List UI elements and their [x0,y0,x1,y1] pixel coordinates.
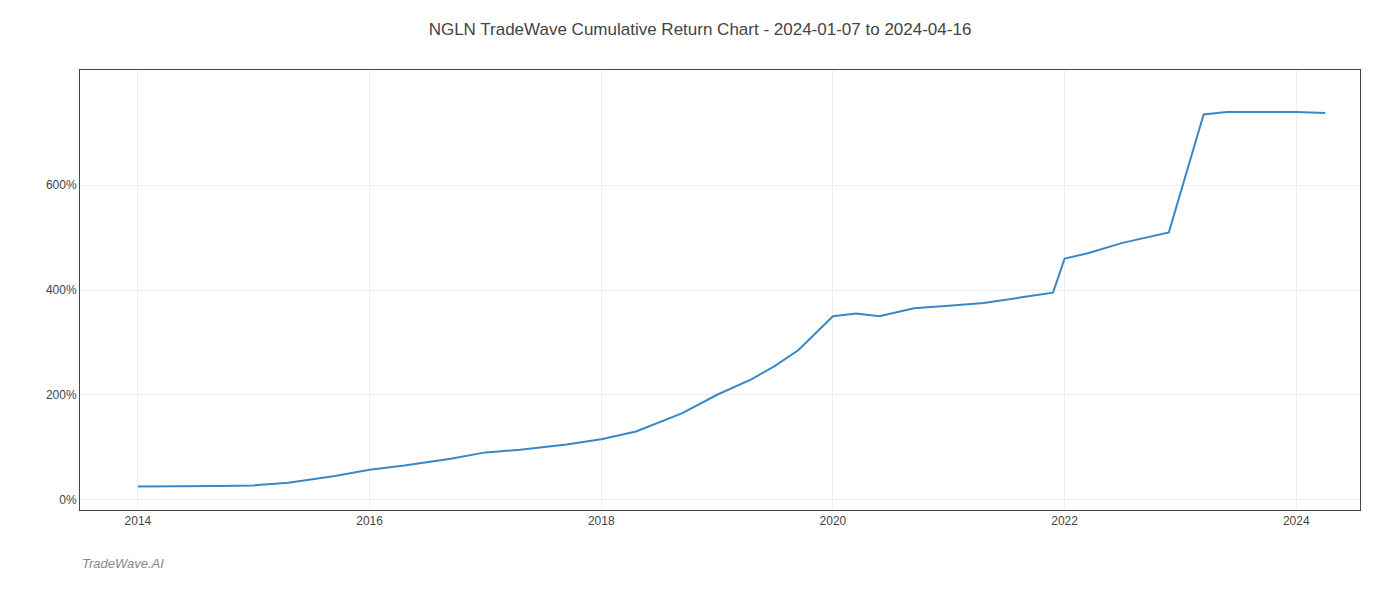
svg-text:TradeWave.AI: TradeWave.AI [82,556,164,571]
svg-text:2016: 2016 [356,514,383,528]
svg-text:2022: 2022 [1051,514,1078,528]
svg-text:2018: 2018 [588,514,615,528]
svg-text:400%: 400% [46,283,77,297]
svg-text:0%: 0% [59,493,77,507]
svg-text:NGLN TradeWave Cumulative Retu: NGLN TradeWave Cumulative Return Chart -… [429,20,972,39]
svg-text:200%: 200% [46,388,77,402]
svg-text:2024: 2024 [1283,514,1310,528]
svg-text:2014: 2014 [125,514,152,528]
svg-text:2020: 2020 [820,514,847,528]
svg-text:600%: 600% [46,178,77,192]
